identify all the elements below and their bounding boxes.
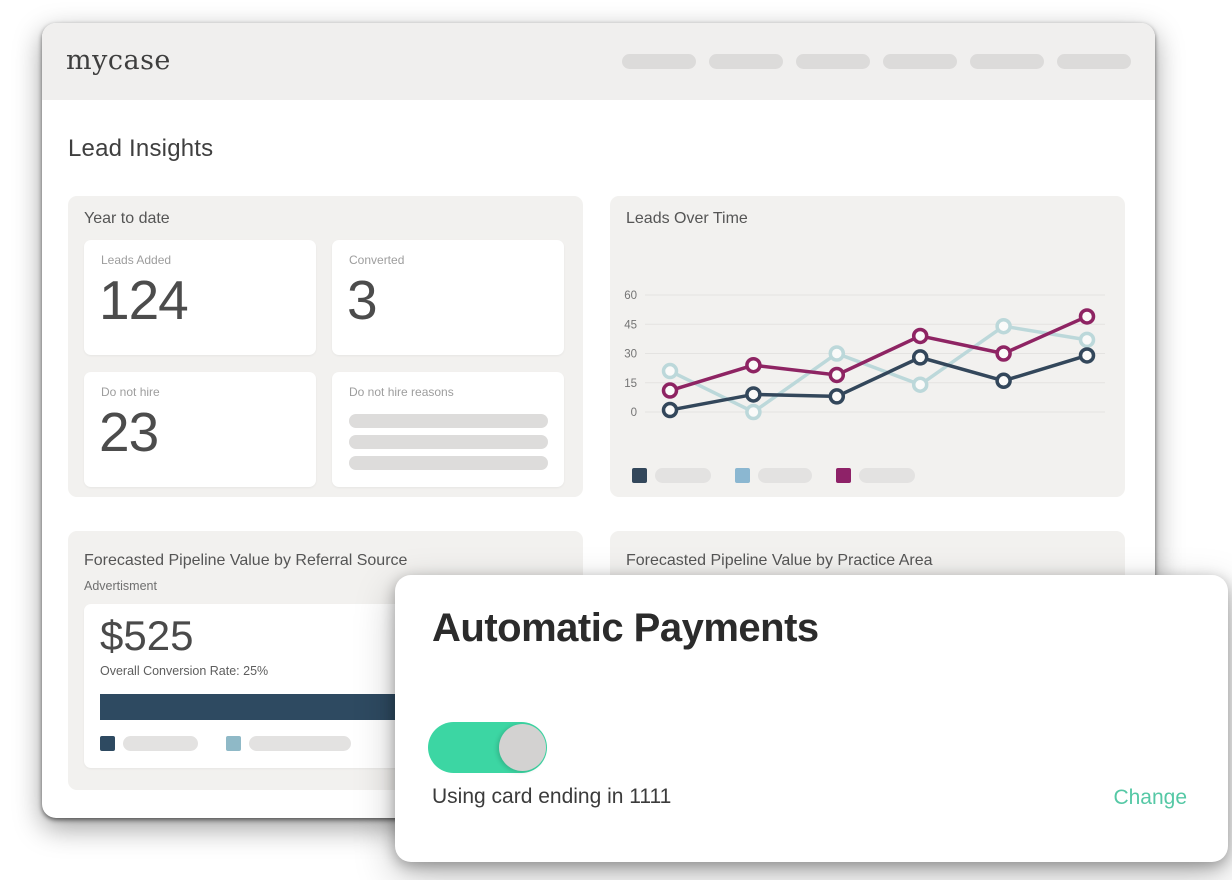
top-navigation-bar: mycase <box>42 23 1155 100</box>
legend-item <box>735 468 812 483</box>
practice-area-title: Forecasted Pipeline Value by Practice Ar… <box>626 552 933 569</box>
svg-text:30: 30 <box>624 349 637 361</box>
legend-label-placeholder <box>758 468 812 483</box>
automatic-payments-toggle[interactable] <box>428 722 547 773</box>
legend-swatch-navy <box>632 468 647 483</box>
metric-label: Do not hire reasons <box>349 385 454 399</box>
svg-text:60: 60 <box>624 290 637 302</box>
metric-label: Converted <box>349 253 405 267</box>
automatic-payments-modal: Automatic Payments Using card ending in … <box>395 575 1228 862</box>
metric-value: 124 <box>99 269 189 331</box>
metric-tile-do-not-hire-reasons: Do not hire reasons <box>332 372 564 487</box>
leads-over-time-card: Leads Over Time 0 15 30 45 60 <box>610 196 1125 497</box>
nav-pill[interactable] <box>1057 54 1131 69</box>
conversion-rate-text: Overall Conversion Rate: 25% <box>100 664 269 678</box>
nav-pill[interactable] <box>970 54 1044 69</box>
placeholder-bar <box>349 414 548 428</box>
legend-swatch-teal <box>226 736 241 751</box>
leads-over-time-legend <box>632 468 915 483</box>
mycase-logo: mycase <box>66 45 171 76</box>
referral-category-label: Advertisment <box>84 579 157 593</box>
metric-value: 3 <box>347 269 378 331</box>
svg-text:15: 15 <box>624 378 637 390</box>
toggle-knob <box>499 724 546 771</box>
metric-value: 23 <box>99 401 159 463</box>
metric-tile-do-not-hire: Do not hire 23 <box>84 372 316 487</box>
modal-title: Automatic Payments <box>432 606 819 650</box>
referral-legend <box>100 736 351 751</box>
legend-item <box>226 736 351 751</box>
legend-item <box>100 736 198 751</box>
nav-pill[interactable] <box>709 54 783 69</box>
legend-label-placeholder <box>655 468 711 483</box>
referral-source-title: Forecasted Pipeline Value by Referral So… <box>84 552 408 569</box>
nav-placeholder-items <box>622 54 1131 69</box>
metric-label: Leads Added <box>101 253 172 267</box>
legend-label-placeholder <box>859 468 915 483</box>
legend-item <box>836 468 915 483</box>
placeholder-bar <box>349 456 548 470</box>
nav-pill[interactable] <box>883 54 957 69</box>
legend-swatch-burgundy <box>836 468 851 483</box>
legend-label-placeholder <box>123 736 198 751</box>
nav-pill[interactable] <box>622 54 696 69</box>
legend-label-placeholder <box>249 736 351 751</box>
svg-text:0: 0 <box>631 407 637 419</box>
metric-tile-leads-added: Leads Added 124 <box>84 240 316 355</box>
svg-text:45: 45 <box>624 319 637 331</box>
year-to-date-title: Year to date <box>84 210 170 227</box>
leads-over-time-chart: 0 15 30 45 60 <box>624 290 1105 421</box>
metric-label: Do not hire <box>101 385 160 399</box>
year-to-date-card: Year to date Leads Added 124 Converted 3… <box>68 196 583 497</box>
placeholder-bar <box>349 435 548 449</box>
leads-over-time-title: Leads Over Time <box>626 210 748 227</box>
card-ending-text: Using card ending in 1111 <box>432 785 672 808</box>
legend-swatch-navy <box>100 736 115 751</box>
pipeline-value: $525 <box>100 612 194 659</box>
placeholder-bars <box>349 414 548 477</box>
change-card-link[interactable]: Change <box>1113 786 1187 809</box>
page-title: Lead Insights <box>68 135 214 162</box>
legend-item <box>632 468 711 483</box>
legend-swatch-lightblue <box>735 468 750 483</box>
metric-tile-converted: Converted 3 <box>332 240 564 355</box>
nav-pill[interactable] <box>796 54 870 69</box>
